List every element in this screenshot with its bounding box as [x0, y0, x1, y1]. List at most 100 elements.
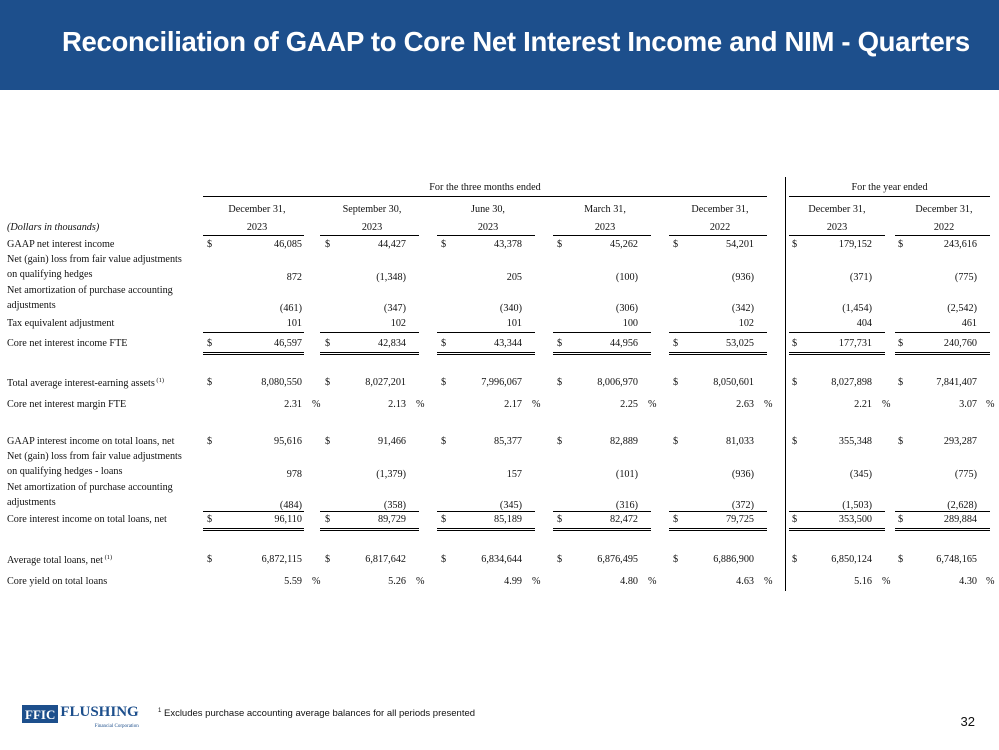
dollar-sign: $	[207, 239, 213, 250]
column-header-month: December 31,	[808, 204, 866, 215]
percent-sign: %	[882, 399, 891, 410]
cell-value: 6,748,165	[936, 554, 977, 565]
group-rule-quarters	[203, 196, 767, 197]
percent-sign: %	[764, 399, 773, 410]
percent-sign: %	[312, 399, 321, 410]
dollar-sign: $	[441, 436, 447, 447]
cell-value: (358)	[383, 500, 406, 511]
dollar-sign: $	[673, 239, 679, 250]
cell-value: 157	[506, 469, 522, 480]
column-header-rule	[437, 235, 535, 236]
dollar-sign: $	[325, 338, 331, 349]
total-double-rule	[203, 352, 304, 355]
cell-value: 293,287	[943, 436, 977, 447]
percent-sign: %	[986, 576, 995, 587]
cell-value: 46,085	[273, 239, 302, 250]
percent-sign: %	[312, 576, 321, 587]
cell-value: (936)	[731, 272, 754, 283]
subtotal-rule	[203, 332, 304, 333]
units-label: (Dollars in thousands)	[7, 222, 100, 233]
column-header-rule	[789, 235, 885, 236]
total-double-rule	[895, 528, 990, 531]
cell-value: 85,189	[493, 514, 522, 525]
row-label: Core yield on total loans	[7, 576, 108, 587]
column-header-month: June 30,	[471, 204, 505, 215]
cell-value: 43,378	[493, 239, 522, 250]
row-label: Net (gain) loss from fair value adjustme…	[7, 254, 182, 265]
cell-value: 43,344	[493, 338, 522, 349]
dollar-sign: $	[673, 514, 679, 525]
page-number: 32	[960, 714, 975, 729]
column-header-year: 2023	[594, 222, 616, 233]
cell-value: (345)	[849, 469, 872, 480]
dollar-sign: $	[207, 514, 213, 525]
cell-value: (306)	[615, 303, 638, 314]
dollar-sign: $	[325, 554, 331, 565]
column-header-month: December 31,	[228, 204, 286, 215]
cell-value: 978	[286, 469, 302, 480]
cell-value: 6,817,642	[365, 554, 406, 565]
row-label: Core net interest income FTE	[7, 338, 128, 349]
dollar-sign: $	[673, 338, 679, 349]
dollar-sign: $	[557, 554, 563, 565]
cell-value: (1,379)	[376, 469, 406, 480]
cell-value: 2.25	[620, 399, 638, 410]
cell-value: (936)	[731, 469, 754, 480]
cell-value: 8,027,201	[365, 377, 406, 388]
cell-value: 4.80	[620, 576, 638, 587]
percent-sign: %	[416, 399, 425, 410]
subtotal-rule	[203, 511, 304, 512]
subtotal-rule	[895, 511, 990, 512]
column-header-rule	[669, 235, 767, 236]
row-label: adjustments	[7, 497, 56, 508]
cell-value: (775)	[954, 469, 977, 480]
subtotal-rule	[320, 332, 419, 333]
subtotal-rule	[553, 511, 651, 512]
footnote-ref: (1)	[103, 554, 113, 561]
column-header-year: 2023	[361, 222, 383, 233]
subtotal-rule	[789, 332, 885, 333]
cell-value: 6,876,495	[597, 554, 638, 565]
total-double-rule	[669, 352, 767, 355]
dollar-sign: $	[557, 377, 563, 388]
cell-value: 8,006,970	[597, 377, 638, 388]
column-header-year: 2022	[709, 222, 731, 233]
row-label: Tax equivalent adjustment	[7, 318, 115, 329]
logo-subtitle: Financial Corporation	[94, 724, 139, 729]
dollar-sign: $	[898, 377, 904, 388]
subtotal-rule	[895, 332, 990, 333]
footnote: 1 Excludes purchase accounting average b…	[158, 708, 475, 719]
row-label: Core interest income on total loans, net	[7, 514, 167, 525]
dollar-sign: $	[557, 338, 563, 349]
cell-value: 5.59	[284, 576, 302, 587]
cell-value: 240,760	[943, 338, 977, 349]
cell-value: 91,466	[377, 436, 406, 447]
total-double-rule	[320, 352, 419, 355]
cell-value: 353,500	[838, 514, 872, 525]
subtotal-rule	[669, 332, 767, 333]
cell-value: 289,884	[943, 514, 977, 525]
cell-value: (1,348)	[376, 272, 406, 283]
column-header-year: 2022	[933, 222, 955, 233]
cell-value: (101)	[615, 469, 638, 480]
cell-value: 54,201	[725, 239, 754, 250]
percent-sign: %	[532, 576, 541, 587]
cell-value: 42,834	[377, 338, 406, 349]
row-label: Net amortization of purchase accounting	[7, 285, 173, 296]
dollar-sign: $	[557, 436, 563, 447]
row-label: Core net interest margin FTE	[7, 399, 127, 410]
cell-value: (484)	[279, 500, 302, 511]
cell-value: 2.17	[504, 399, 522, 410]
total-double-rule	[553, 528, 651, 531]
percent-sign: %	[882, 576, 891, 587]
logo-name: FLUSHING	[60, 704, 139, 720]
total-double-rule	[789, 528, 885, 531]
cell-value: 102	[738, 318, 754, 329]
cell-value: 44,956	[609, 338, 638, 349]
dollar-sign: $	[207, 554, 213, 565]
row-label: on qualifying hedges - loans	[7, 466, 123, 477]
cell-value: 79,725	[725, 514, 754, 525]
cell-value: 6,850,124	[831, 554, 872, 565]
row-label: Net amortization of purchase accounting	[7, 482, 173, 493]
column-header-year: 2023	[477, 222, 499, 233]
